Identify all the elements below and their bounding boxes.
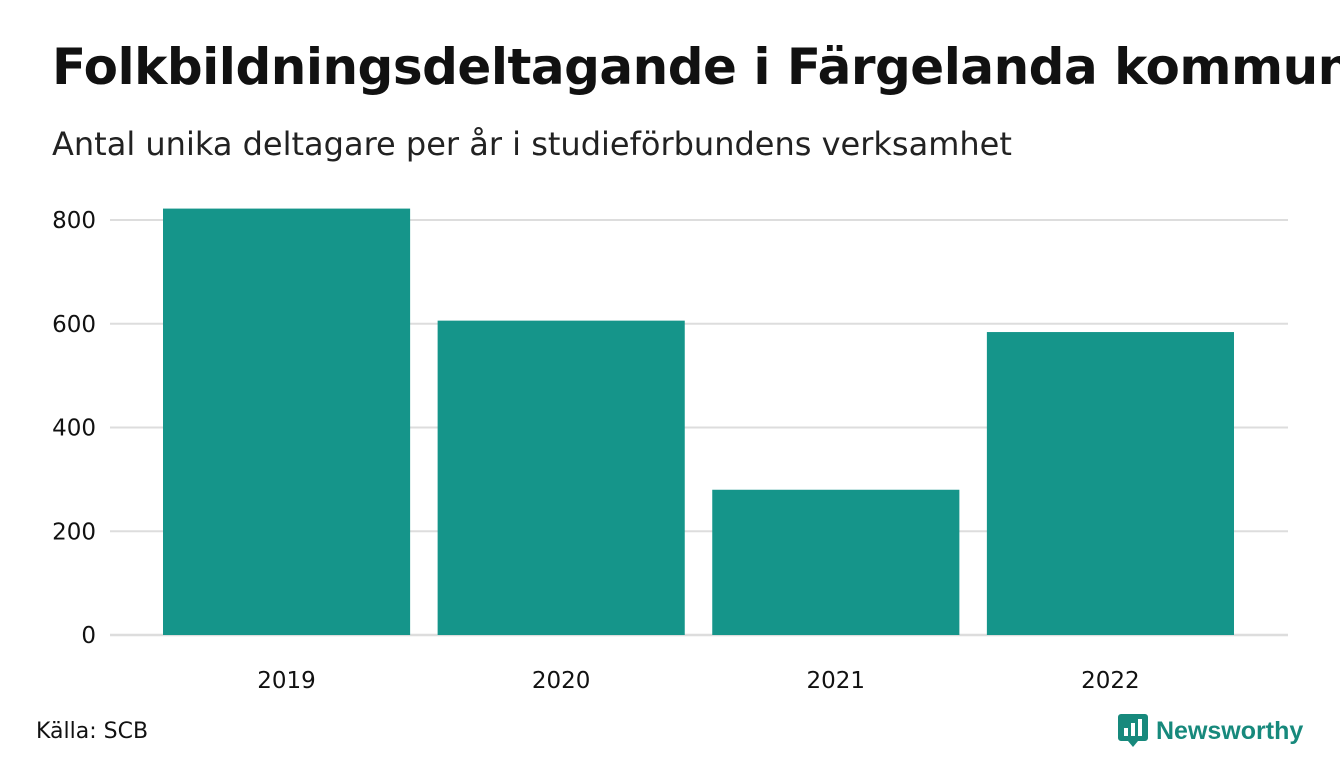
- y-tick-label: 600: [52, 312, 96, 338]
- y-tick-label: 400: [52, 416, 96, 442]
- y-tick-label: 800: [52, 208, 96, 234]
- source-note: Källa: SCB: [36, 719, 149, 744]
- y-axis-ticks: 0 200 400 600 800: [52, 208, 96, 649]
- bars: [163, 208, 1234, 635]
- x-axis-ticks: 2019 2020 2021 2022: [257, 668, 1139, 694]
- chart-title: Folkbildningsdeltagande i Färgelanda kom…: [52, 38, 1340, 96]
- bar-2022: [986, 332, 1234, 635]
- y-tick-label: 200: [52, 519, 96, 545]
- x-tick-label: 2019: [257, 668, 316, 694]
- x-tick-label: 2021: [807, 668, 866, 694]
- chart-subtitle: Antal unika deltagare per år i studieför…: [52, 125, 1012, 163]
- brand-name: Newsworthy: [1156, 716, 1304, 745]
- bar-2019: [163, 208, 411, 635]
- newsworthy-logo-icon: [1118, 714, 1148, 747]
- x-tick-label: 2022: [1081, 668, 1140, 694]
- x-tick-label: 2020: [532, 668, 591, 694]
- brand-logo: Newsworthy: [1118, 714, 1303, 748]
- bar-2021: [712, 489, 960, 635]
- y-tick-label: 0: [81, 623, 96, 649]
- bar-2020: [437, 320, 685, 635]
